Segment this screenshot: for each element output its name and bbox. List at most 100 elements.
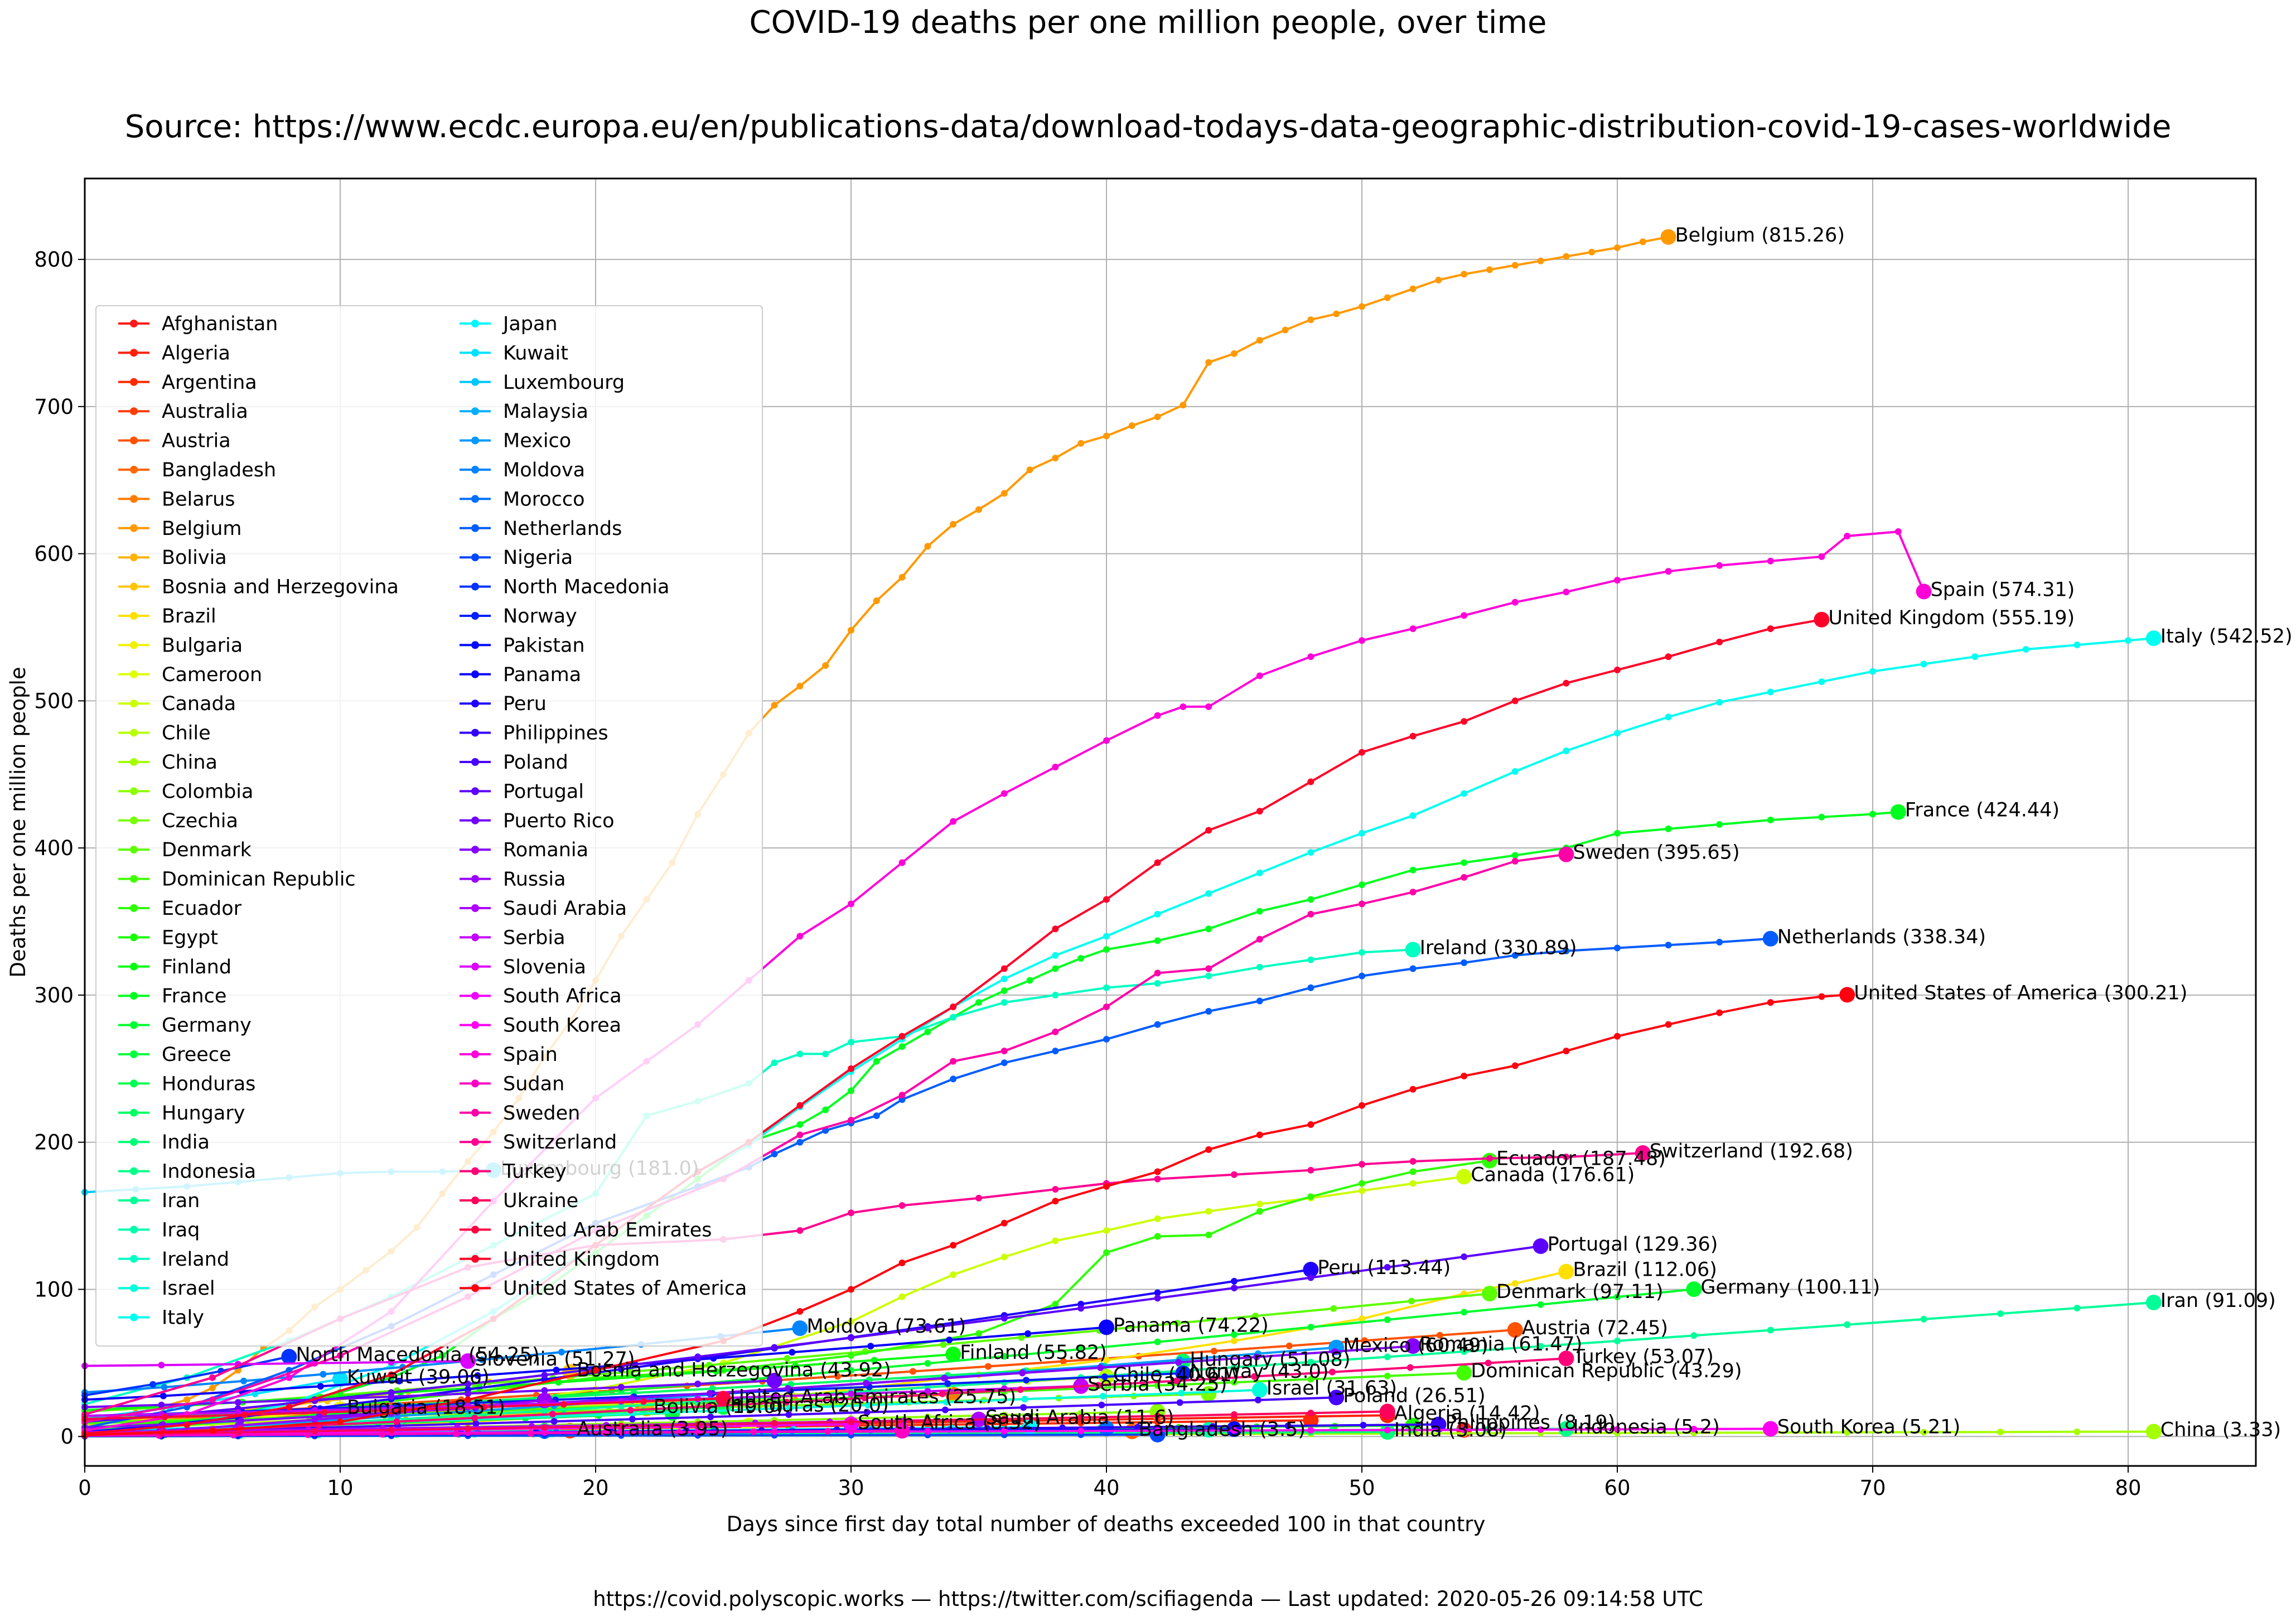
legend-marker: [130, 320, 138, 327]
data-point: [1461, 271, 1468, 278]
data-point: [1818, 813, 1825, 821]
data-point: [1409, 732, 1417, 740]
data-point: [822, 1106, 829, 1113]
legend-item: Ukraine: [460, 1190, 578, 1212]
series-line: [84, 1288, 1694, 1432]
data-point: [950, 1271, 957, 1279]
data-point: [321, 1408, 328, 1416]
data-point: [1461, 1073, 1468, 1080]
legend-item: Japan: [460, 313, 558, 335]
legend-item: Colombia: [118, 780, 253, 803]
data-point: [1180, 402, 1187, 409]
legend-item: Israel: [118, 1277, 215, 1300]
series-end-marker: [1762, 930, 1778, 947]
data-point: [924, 1388, 931, 1395]
data-point: [474, 1372, 481, 1379]
data-point: [183, 1421, 191, 1429]
data-point: [1665, 1021, 1672, 1028]
data-point: [1436, 1331, 1443, 1339]
data-point: [1818, 553, 1825, 560]
data-point: [946, 1337, 953, 1344]
data-point: [393, 1418, 400, 1425]
legend-item: Slovenia: [460, 956, 586, 978]
series-united-states-of-america: [81, 987, 1855, 1439]
series-end-marker: [1558, 1350, 1574, 1367]
data-point: [771, 1150, 778, 1157]
legend-marker: [471, 553, 479, 562]
legend-marker: [130, 407, 138, 416]
data-point: [1000, 1427, 1008, 1435]
legend-item: Honduras: [118, 1073, 255, 1095]
legend-marker: [130, 466, 138, 474]
data-point: [1026, 977, 1033, 984]
data-point: [1588, 248, 1596, 255]
data-point: [1818, 678, 1825, 686]
x-tick-label: 0: [78, 1476, 91, 1500]
data-point: [924, 1360, 931, 1367]
data-point: [1716, 938, 1723, 945]
legend-label: Belarus: [162, 488, 235, 510]
data-point: [1205, 703, 1212, 710]
data-point: [1231, 1284, 1238, 1291]
data-point: [950, 1014, 957, 1021]
legend-label: Ireland: [162, 1248, 229, 1271]
series-end-label: India (3.08): [1394, 1419, 1507, 1441]
data-point: [1359, 1102, 1365, 1109]
data-point: [465, 1396, 471, 1403]
data-point: [2022, 646, 2029, 653]
series-end-marker: [1533, 1238, 1549, 1255]
series-end-label: Switzerland (192.68): [1650, 1140, 1853, 1162]
data-point: [1409, 1086, 1417, 1093]
series-end-label: Bangladesh (3.5): [1139, 1419, 1306, 1441]
legend-marker: [130, 758, 138, 766]
legend-marker: [471, 875, 479, 883]
data-point: [1359, 829, 1365, 837]
legend-label: Bosnia and Herzegovina: [162, 576, 399, 599]
data-point: [1154, 1289, 1161, 1296]
legend-label: Puerto Rico: [503, 810, 615, 832]
data-point: [617, 1403, 625, 1410]
data-point: [1614, 577, 1621, 584]
legend-item: Canada: [118, 693, 236, 715]
data-point: [1997, 1429, 2004, 1436]
data-point: [1614, 1294, 1621, 1301]
data-point: [848, 1390, 854, 1397]
data-point: [465, 1412, 471, 1419]
legend-item: Nigeria: [460, 547, 573, 569]
data-point: [1000, 1253, 1008, 1261]
data-point: [2073, 1305, 2081, 1312]
series-line: [84, 993, 1848, 1436]
data-point: [1052, 965, 1059, 972]
legend-marker: [130, 612, 138, 620]
series-line: [84, 1345, 1413, 1429]
data-point: [1256, 808, 1263, 815]
legend-label: Mexico: [503, 430, 571, 452]
series-puerto-rico: [81, 1373, 782, 1411]
legend-item: United States of America: [460, 1277, 747, 1300]
data-point: [1614, 666, 1621, 673]
series-end-marker: [1456, 1169, 1472, 1185]
data-point: [1716, 638, 1723, 645]
series-end-marker: [1507, 1322, 1523, 1338]
data-point: [209, 1396, 216, 1403]
legend-marker: [130, 1138, 138, 1146]
data-point: [1537, 1343, 1544, 1350]
data-point: [871, 1357, 878, 1364]
data-point: [1077, 440, 1085, 447]
data-point: [480, 1403, 487, 1411]
data-point: [439, 1352, 446, 1359]
data-point: [1614, 1426, 1621, 1433]
data-point: [1099, 1392, 1106, 1400]
chart-footer: https://covid.polyscopic.works — https:/…: [593, 1587, 1703, 1611]
legend-item: Panama: [460, 664, 581, 686]
data-point: [1690, 1425, 1698, 1432]
data-point: [1767, 999, 1774, 1006]
series-end-label: Slovenia (51.27): [475, 1348, 635, 1371]
data-point: [944, 1380, 951, 1387]
legend-label: Moldova: [503, 459, 585, 481]
series-end-marker: [460, 1353, 476, 1369]
data-point: [824, 1427, 832, 1435]
legend-label: France: [162, 985, 226, 1007]
data-point: [541, 1424, 548, 1431]
series-line: [84, 1379, 775, 1408]
